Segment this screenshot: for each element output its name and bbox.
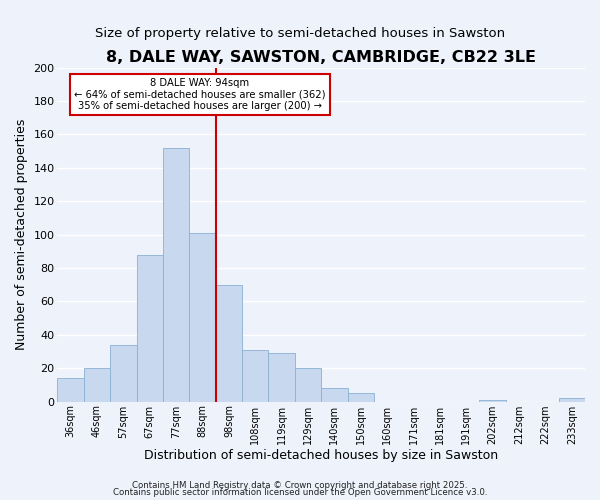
Bar xyxy=(58,378,84,402)
Bar xyxy=(163,148,190,402)
Bar xyxy=(137,254,163,402)
Bar xyxy=(295,368,321,402)
Bar xyxy=(242,350,268,402)
Bar xyxy=(479,400,506,402)
Bar xyxy=(321,388,347,402)
Bar xyxy=(347,394,374,402)
Bar xyxy=(216,284,242,402)
Text: Size of property relative to semi-detached houses in Sawston: Size of property relative to semi-detach… xyxy=(95,28,505,40)
Title: 8, DALE WAY, SAWSTON, CAMBRIDGE, CB22 3LE: 8, DALE WAY, SAWSTON, CAMBRIDGE, CB22 3L… xyxy=(106,50,536,65)
Text: 8 DALE WAY: 94sqm
← 64% of semi-detached houses are smaller (362)
35% of semi-de: 8 DALE WAY: 94sqm ← 64% of semi-detached… xyxy=(74,78,326,111)
X-axis label: Distribution of semi-detached houses by size in Sawston: Distribution of semi-detached houses by … xyxy=(144,450,498,462)
Bar xyxy=(84,368,110,402)
Bar xyxy=(268,353,295,402)
Y-axis label: Number of semi-detached properties: Number of semi-detached properties xyxy=(15,119,28,350)
Text: Contains HM Land Registry data © Crown copyright and database right 2025.: Contains HM Land Registry data © Crown c… xyxy=(132,480,468,490)
Bar xyxy=(559,398,585,402)
Bar xyxy=(190,233,216,402)
Text: Contains public sector information licensed under the Open Government Licence v3: Contains public sector information licen… xyxy=(113,488,487,497)
Bar xyxy=(110,345,137,402)
